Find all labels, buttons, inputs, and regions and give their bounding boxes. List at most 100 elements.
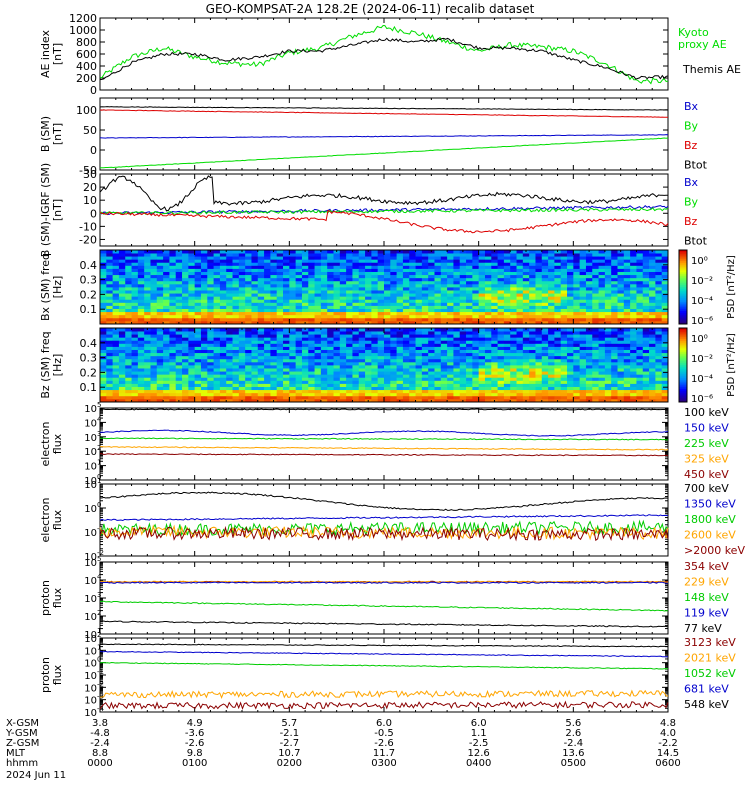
spectrogram-cell <box>453 361 461 366</box>
spectrogram-cell <box>245 299 252 303</box>
spectrogram-cell <box>200 395 208 400</box>
spectrogram-cell <box>472 262 480 266</box>
spectrogram-cell <box>428 299 435 303</box>
colorbar-segment <box>679 374 687 377</box>
spectrogram-cell <box>219 271 227 276</box>
spectrogram-cell <box>264 305 271 309</box>
spectrogram-cell <box>156 392 164 397</box>
spectrogram-cell <box>245 337 252 341</box>
spectrogram-cell <box>649 346 656 350</box>
spectrogram-cell <box>106 343 114 347</box>
spectrogram-cell <box>428 334 435 338</box>
spectrogram-cell <box>270 334 278 338</box>
spectrogram-cell <box>617 274 625 279</box>
spectrogram-cell <box>188 268 196 272</box>
spectrogram-cell <box>251 287 259 291</box>
spectrogram-cell <box>131 299 139 303</box>
spectrogram-cell <box>560 271 568 276</box>
spectrogram-cell <box>320 293 328 297</box>
spectrogram-cell <box>617 256 625 260</box>
spectrogram-cell <box>604 287 612 291</box>
spectrogram-cell <box>264 383 271 387</box>
spectrogram-cell <box>390 386 398 391</box>
spectrogram-cell <box>472 320 480 325</box>
spectrogram-cell <box>213 349 221 354</box>
spectrogram-cell <box>440 265 448 269</box>
spectrogram-cell <box>497 305 505 309</box>
spectrogram-cell <box>623 268 631 272</box>
spectrogram-cell <box>327 290 334 294</box>
spectrogram-cell <box>535 328 543 332</box>
spectrogram-cell <box>200 352 208 357</box>
spectrogram-cell <box>213 340 221 344</box>
spectrogram-cell <box>434 349 442 354</box>
spectrogram-cell <box>144 314 151 319</box>
spectrogram-cell <box>232 386 240 391</box>
spectrogram-cell <box>415 314 423 319</box>
spectrogram-cell <box>169 383 177 387</box>
spectrogram-cell <box>541 290 549 294</box>
spectrogram-cell <box>636 320 644 325</box>
y-tick-label: 0.4 <box>80 259 98 272</box>
spectrogram-cell <box>308 253 315 257</box>
spectrogram-cell <box>598 365 606 369</box>
spectrogram-cell <box>276 371 284 375</box>
spectrogram-cell <box>453 305 461 309</box>
spectrogram-cell <box>510 392 517 397</box>
spectrogram-cell <box>346 365 353 369</box>
spectrogram-cell <box>554 317 562 322</box>
colorbar-segment <box>679 385 687 388</box>
spectrogram-cell <box>548 331 555 335</box>
spectrogram-cell <box>497 287 505 291</box>
spectrogram-cell <box>573 355 581 360</box>
spectrogram-cell <box>245 343 252 347</box>
spectrogram-cell <box>447 308 454 313</box>
spectrogram-cell <box>384 265 391 269</box>
spectrogram-cell <box>131 398 139 403</box>
spectrogram-cell <box>257 340 265 344</box>
spectrogram-cell <box>421 383 429 387</box>
spectrogram-cell <box>327 250 334 254</box>
spectrogram-cell <box>478 290 486 294</box>
spectrogram-cell <box>283 305 290 309</box>
spectrogram-cell <box>415 374 423 378</box>
spectrogram-cell <box>541 334 549 338</box>
spectrogram-cell <box>226 343 233 347</box>
spectrogram-cell <box>661 280 669 285</box>
spectrogram-cell <box>276 265 284 269</box>
spectrogram-cell <box>642 328 650 332</box>
spectrogram-cell <box>276 250 284 254</box>
spectrogram-cell <box>598 271 606 276</box>
spectrogram-cell <box>377 340 385 344</box>
spectrogram-cell <box>447 268 454 272</box>
spectrogram-cell <box>106 262 114 266</box>
spectrogram-cell <box>371 331 379 335</box>
spectrogram-cell <box>484 259 492 263</box>
spectrogram-cell <box>541 328 549 332</box>
spectrogram-cell <box>585 374 593 378</box>
spectrogram-cell <box>245 256 252 260</box>
spectrogram-cell <box>661 377 669 381</box>
spectrogram-cell <box>327 365 334 369</box>
spectrogram-cell <box>169 277 177 282</box>
spectrogram-cell <box>396 299 404 303</box>
spectrogram-cell <box>163 395 170 400</box>
spectrogram-cell <box>554 368 562 372</box>
spectrogram-cell <box>421 395 429 400</box>
spectrogram-cell <box>548 262 555 266</box>
spectrogram-cell <box>200 386 208 391</box>
spectrogram-cell <box>346 317 353 322</box>
spectrogram-cell <box>137 374 145 378</box>
spectrogram-cell <box>150 368 158 372</box>
spectrogram-cell <box>194 328 202 332</box>
spectrogram-cell <box>617 368 625 372</box>
spectrogram-cell <box>333 287 341 291</box>
spectrogram-cell <box>630 334 637 338</box>
spectrogram-cell <box>163 283 170 288</box>
colorbar-segment <box>679 270 687 273</box>
spectrogram-cell <box>655 377 663 381</box>
spectrogram-cell <box>295 299 303 303</box>
spectrogram-cell <box>585 290 593 294</box>
spectrogram-cell <box>118 377 126 381</box>
spectrogram-cell <box>150 328 158 332</box>
